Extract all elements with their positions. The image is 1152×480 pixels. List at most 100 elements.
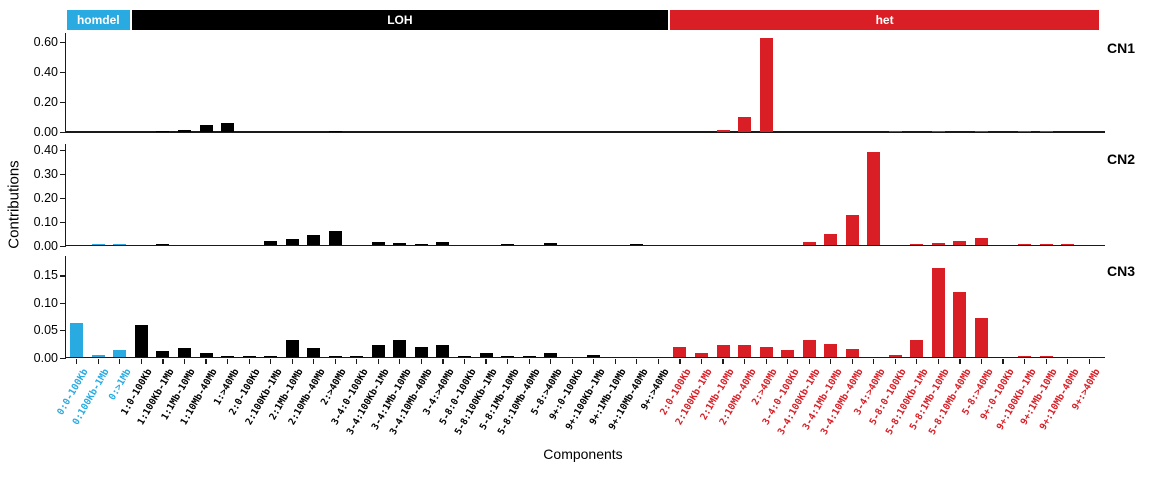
bar xyxy=(544,243,558,246)
x-tick xyxy=(593,359,595,364)
bar xyxy=(393,339,407,358)
y-tick xyxy=(59,197,65,199)
y-tick xyxy=(59,221,65,223)
bar xyxy=(350,355,364,358)
bar xyxy=(371,345,385,358)
bar xyxy=(458,356,472,358)
x-tick xyxy=(830,359,832,364)
bar xyxy=(414,346,428,358)
bar xyxy=(910,339,924,358)
bar xyxy=(479,353,493,358)
bar xyxy=(953,291,967,358)
bar xyxy=(91,244,105,246)
bar xyxy=(716,345,730,358)
x-tick xyxy=(356,359,358,364)
bar xyxy=(630,244,644,246)
y-tick-label: 0.00 xyxy=(33,238,58,253)
y-axis-line xyxy=(64,144,66,247)
x-tick xyxy=(851,359,853,364)
panel-title-cn3: CN3 xyxy=(1107,263,1136,279)
x-tick xyxy=(205,359,207,364)
bar xyxy=(328,355,342,358)
x-tick xyxy=(959,359,961,364)
bar xyxy=(113,350,127,358)
bar xyxy=(845,215,859,246)
bar xyxy=(285,239,299,246)
bar xyxy=(824,234,838,246)
bar xyxy=(501,244,515,246)
y-tick xyxy=(59,132,65,134)
bar xyxy=(156,130,170,132)
x-tick xyxy=(787,359,789,364)
bar xyxy=(1018,244,1032,246)
x-tick xyxy=(420,359,423,364)
bar xyxy=(738,117,752,132)
bar xyxy=(975,130,989,132)
bar xyxy=(522,356,536,358)
bar xyxy=(1018,130,1032,132)
y-tick-label: 0.05 xyxy=(33,323,58,338)
x-tick xyxy=(937,359,940,364)
bar xyxy=(781,350,795,358)
x-tick xyxy=(679,359,681,364)
y-axis-line xyxy=(64,256,66,359)
bar xyxy=(221,122,235,132)
bar xyxy=(1061,244,1075,246)
x-tick xyxy=(291,359,293,364)
x-tick xyxy=(916,359,918,364)
bar xyxy=(544,353,558,358)
x-tick xyxy=(528,359,530,364)
bar xyxy=(888,354,902,358)
x-tick xyxy=(614,359,616,364)
x-axis-title: Components xyxy=(543,446,623,462)
bar xyxy=(759,38,773,132)
y-tick-label: 0.30 xyxy=(33,166,58,181)
y-tick-label: 0.20 xyxy=(33,95,58,109)
bar xyxy=(436,241,450,246)
x-tick xyxy=(97,359,99,364)
y-tick-label: 0.40 xyxy=(33,65,58,79)
bar xyxy=(436,345,450,358)
group-header-het: het xyxy=(670,10,1099,30)
x-tick xyxy=(162,359,164,364)
bar xyxy=(953,241,967,246)
bar xyxy=(264,241,278,246)
panel-title-cn2: CN2 xyxy=(1107,151,1136,167)
x-tick xyxy=(894,359,896,364)
x-tick xyxy=(313,359,315,364)
x-tick xyxy=(657,359,659,364)
x-tick xyxy=(636,359,638,364)
group-header-label: het xyxy=(875,13,894,27)
bar xyxy=(1039,130,1053,132)
x-tick xyxy=(700,359,703,364)
x-tick xyxy=(140,359,142,364)
bar xyxy=(975,237,989,246)
y-tick-label: 0.15 xyxy=(33,268,58,283)
x-tick xyxy=(507,359,509,364)
y-tick xyxy=(59,302,65,304)
bar xyxy=(738,345,752,358)
x-tick xyxy=(1067,359,1069,364)
x-tick xyxy=(399,359,401,364)
panel-title-cn1: CN1 xyxy=(1107,40,1136,56)
bar xyxy=(931,267,945,358)
y-tick xyxy=(59,72,65,74)
bar xyxy=(285,339,299,358)
y-tick-label: 0.20 xyxy=(33,190,58,205)
y-tick xyxy=(59,357,65,359)
x-tick xyxy=(76,359,78,364)
y-tick-label: 0.60 xyxy=(33,35,58,49)
bar xyxy=(307,234,321,246)
x-tick xyxy=(119,359,121,364)
x-tick xyxy=(248,359,250,364)
x-tick xyxy=(183,359,186,364)
y-tick-label: 0.00 xyxy=(33,125,58,139)
x-axis-line xyxy=(66,356,1105,359)
x-tick xyxy=(550,359,552,364)
x-tick xyxy=(1002,359,1004,364)
y-tick-label: 0.00 xyxy=(33,350,58,365)
bar xyxy=(177,348,191,358)
y-tick-label: 0.10 xyxy=(33,214,58,229)
bar xyxy=(716,130,730,132)
y-tick-label: 0.40 xyxy=(33,142,58,157)
